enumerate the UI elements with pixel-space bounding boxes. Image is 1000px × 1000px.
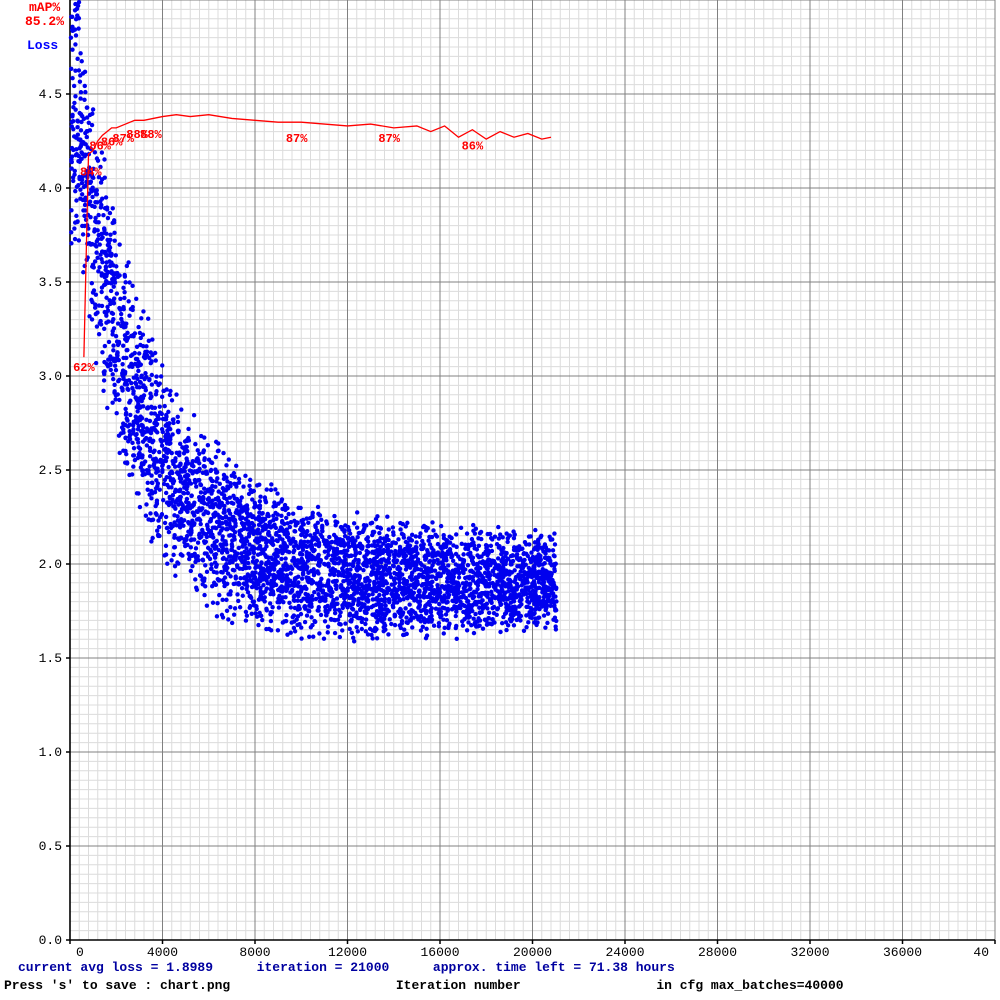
status-save-hint: Press 's' to save : chart.png (4, 978, 230, 993)
svg-text:24000: 24000 (605, 945, 644, 960)
svg-text:16000: 16000 (420, 945, 459, 960)
map-percent-label: mAP% (29, 0, 60, 15)
svg-text:0: 0 (76, 945, 84, 960)
status-max-batches: in cfg max_batches=40000 (656, 978, 843, 993)
svg-text:20000: 20000 (513, 945, 552, 960)
status-avg-loss: current avg loss = 1.8989 (18, 960, 213, 975)
svg-text:0.5: 0.5 (39, 839, 62, 854)
svg-text:32000: 32000 (790, 945, 829, 960)
svg-text:4.5: 4.5 (39, 87, 62, 102)
svg-text:88%: 88% (140, 128, 162, 142)
svg-text:28000: 28000 (698, 945, 737, 960)
svg-text:0.0: 0.0 (39, 933, 62, 948)
svg-text:1.0: 1.0 (39, 745, 62, 760)
status-line-1: current avg loss = 1.8989 iteration = 21… (18, 960, 998, 975)
svg-text:87%: 87% (286, 132, 308, 146)
map-percent-value: 85.2% (25, 14, 64, 29)
svg-text:2.0: 2.0 (39, 557, 62, 572)
svg-text:86%: 86% (462, 139, 484, 153)
status-time-left: approx. time left = 71.38 hours (433, 960, 675, 975)
loss-label: Loss (27, 38, 58, 53)
chart-svg: 0.0 0.5 1.0 1.5 2.0 2.5 3.0 3.5 4.0 4.5 0 4000 8000 1… (0, 0, 1000, 1000)
svg-text:4000: 4000 (147, 945, 178, 960)
svg-text:3.0: 3.0 (39, 369, 62, 384)
svg-text:62%: 62% (73, 361, 95, 375)
svg-text:87%: 87% (378, 132, 400, 146)
svg-text:40: 40 (973, 945, 989, 960)
svg-text:1.5: 1.5 (39, 651, 62, 666)
svg-text:4.0: 4.0 (39, 181, 62, 196)
svg-text:12000: 12000 (328, 945, 367, 960)
status-line-2: Press 's' to save : chart.png Iteration … (4, 978, 1000, 993)
svg-text:3.5: 3.5 (39, 275, 62, 290)
svg-text:36000: 36000 (883, 945, 922, 960)
svg-text:8000: 8000 (239, 945, 270, 960)
svg-text:2.5: 2.5 (39, 463, 62, 478)
svg-text:84%: 84% (80, 166, 102, 180)
status-iteration: iteration = 21000 (257, 960, 390, 975)
training-chart: 0.0 0.5 1.0 1.5 2.0 2.5 3.0 3.5 4.0 4.5 0 4000 8000 1… (0, 0, 1000, 1000)
status-xlabel: Iteration number (396, 978, 521, 993)
